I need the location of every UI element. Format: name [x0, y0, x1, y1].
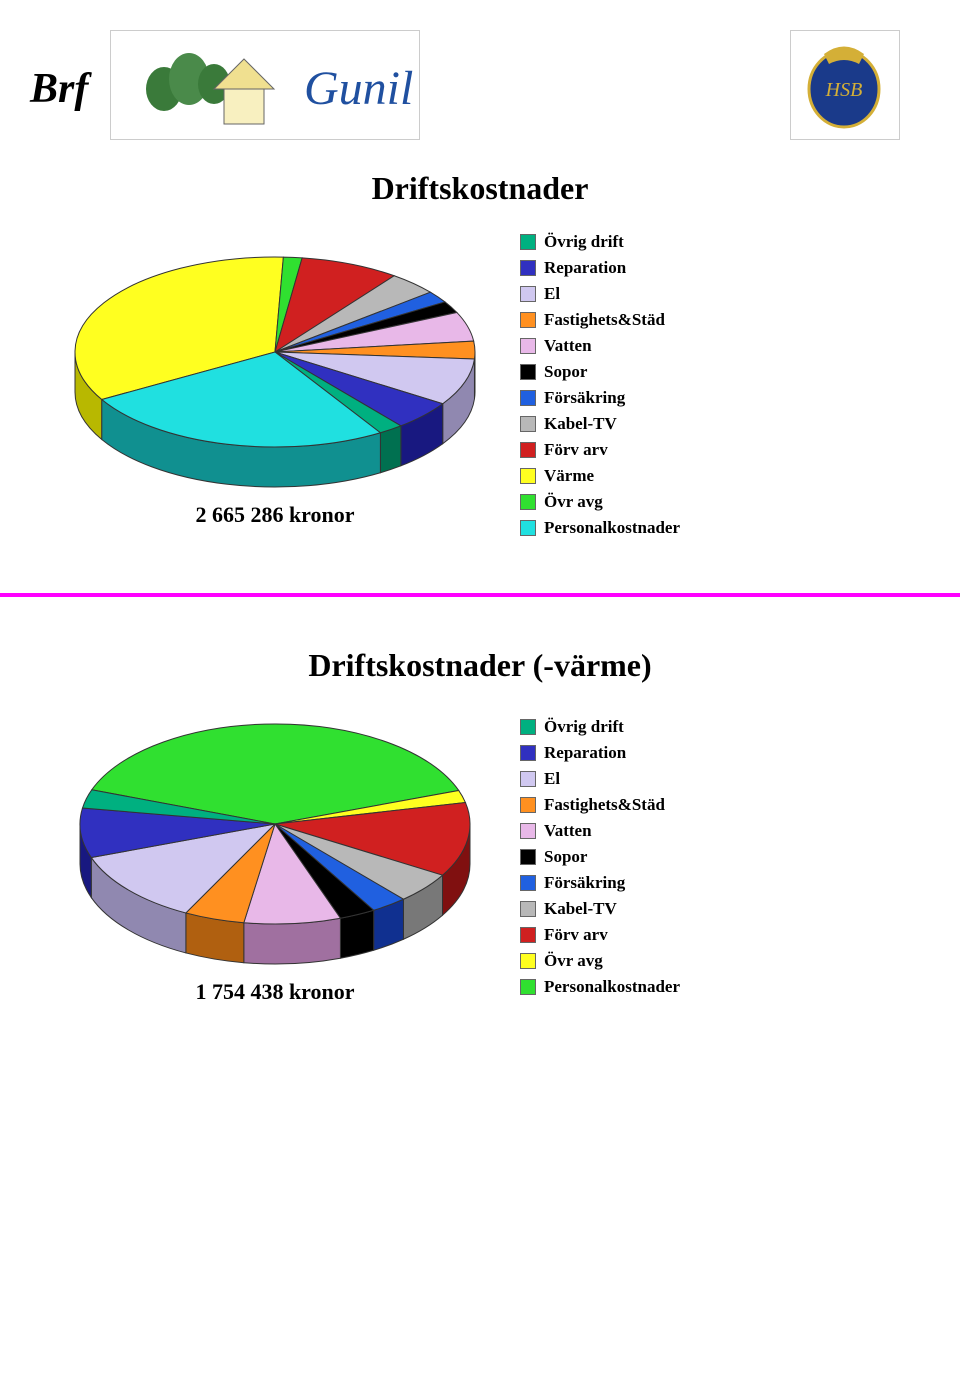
legend-label: Övr avg — [544, 492, 603, 512]
legend-swatch — [520, 979, 536, 995]
chart1-caption: 2 665 286 kronor — [195, 502, 354, 528]
legend-swatch — [520, 390, 536, 406]
legend-swatch — [520, 520, 536, 536]
legend-item: Försäkring — [520, 388, 680, 408]
legend-label: Övrig drift — [544, 717, 624, 737]
legend-item: Övr avg — [520, 492, 680, 512]
legend-item: Sopor — [520, 362, 680, 382]
chart2-section: Driftskostnader (-värme) 1 754 438 krono… — [0, 627, 960, 1035]
legend-swatch — [520, 234, 536, 250]
legend-item: Personalkostnader — [520, 518, 680, 538]
legend-item: Kabel-TV — [520, 899, 680, 919]
legend-swatch — [520, 312, 536, 328]
legend-label: Övrig drift — [544, 232, 624, 252]
chart1-legend: Övrig drift Reparation El Fastighets&Städ Va… — [520, 232, 680, 538]
legend-item: Vatten — [520, 336, 680, 356]
legend-label: Personalkostnader — [544, 518, 680, 538]
chart2-pie — [60, 709, 490, 969]
legend-swatch — [520, 953, 536, 969]
legend-swatch — [520, 771, 536, 787]
chart1-section: Driftskostnader 2 665 286 kronor Övrig d… — [0, 150, 960, 568]
section-divider — [0, 593, 960, 597]
page-header: Brf Gunilla HSB — [0, 0, 960, 150]
brf-label: Brf — [30, 65, 88, 113]
legend-swatch — [520, 849, 536, 865]
svg-text:HSB: HSB — [825, 79, 863, 101]
legend-item: Sopor — [520, 847, 680, 867]
legend-swatch — [520, 875, 536, 891]
legend-swatch — [520, 416, 536, 432]
legend-swatch — [520, 823, 536, 839]
legend-label: Förv arv — [544, 925, 608, 945]
legend-item: El — [520, 284, 680, 304]
legend-label: Fastighets&Städ — [544, 795, 665, 815]
legend-label: Personalkostnader — [544, 977, 680, 997]
logo-emblem: HSB — [790, 30, 900, 140]
legend-label: Övr avg — [544, 951, 603, 971]
legend-label: Sopor — [544, 847, 587, 867]
pie-slice-side — [244, 918, 341, 964]
legend-label: Försäkring — [544, 388, 625, 408]
legend-label: Fastighets&Städ — [544, 310, 665, 330]
legend-label: Vatten — [544, 821, 592, 841]
legend-item: Försäkring — [520, 873, 680, 893]
legend-label: Värme — [544, 466, 594, 486]
chart2-legend: Övrig drift Reparation El Fastighets&Städ Va… — [520, 717, 680, 997]
logo-gunilla: Gunilla — [110, 30, 420, 140]
legend-label: Reparation — [544, 743, 626, 763]
legend-item: Övr avg — [520, 951, 680, 971]
legend-swatch — [520, 797, 536, 813]
chart2-left: 1 754 438 kronor — [60, 709, 490, 1005]
legend-item: Vatten — [520, 821, 680, 841]
legend-swatch — [520, 494, 536, 510]
legend-label: Förv arv — [544, 440, 608, 460]
chart1-pie — [60, 242, 490, 492]
legend-item: Övrig drift — [520, 717, 680, 737]
legend-label: Kabel-TV — [544, 414, 617, 434]
legend-item: Övrig drift — [520, 232, 680, 252]
legend-item: Reparation — [520, 743, 680, 763]
chart1-title: Driftskostnader — [60, 170, 900, 207]
legend-item: El — [520, 769, 680, 789]
legend-swatch — [520, 468, 536, 484]
legend-swatch — [520, 364, 536, 380]
legend-item: Fastighets&Städ — [520, 795, 680, 815]
legend-label: Reparation — [544, 258, 626, 278]
legend-swatch — [520, 286, 536, 302]
legend-item: Fastighets&Städ — [520, 310, 680, 330]
legend-swatch — [520, 719, 536, 735]
legend-label: Vatten — [544, 336, 592, 356]
chart2-caption: 1 754 438 kronor — [195, 979, 354, 1005]
legend-swatch — [520, 901, 536, 917]
legend-item: Kabel-TV — [520, 414, 680, 434]
legend-label: El — [544, 284, 560, 304]
legend-label: El — [544, 769, 560, 789]
chart1-left: 2 665 286 kronor — [60, 242, 490, 528]
chart2-title: Driftskostnader (-värme) — [60, 647, 900, 684]
legend-label: Sopor — [544, 362, 587, 382]
legend-swatch — [520, 927, 536, 943]
legend-label: Försäkring — [544, 873, 625, 893]
legend-swatch — [520, 442, 536, 458]
legend-item: Personalkostnader — [520, 977, 680, 997]
legend-swatch — [520, 745, 536, 761]
legend-item: Förv arv — [520, 440, 680, 460]
legend-item: Värme — [520, 466, 680, 486]
legend-swatch — [520, 338, 536, 354]
pie-slice-side — [380, 426, 400, 473]
svg-text:Gunilla: Gunilla — [304, 62, 414, 115]
legend-label: Kabel-TV — [544, 899, 617, 919]
legend-item: Reparation — [520, 258, 680, 278]
legend-swatch — [520, 260, 536, 276]
chart1-row: 2 665 286 kronor Övrig drift Reparation El… — [60, 232, 900, 538]
chart2-row: 1 754 438 kronor Övrig drift Reparation El… — [60, 709, 900, 1005]
legend-item: Förv arv — [520, 925, 680, 945]
